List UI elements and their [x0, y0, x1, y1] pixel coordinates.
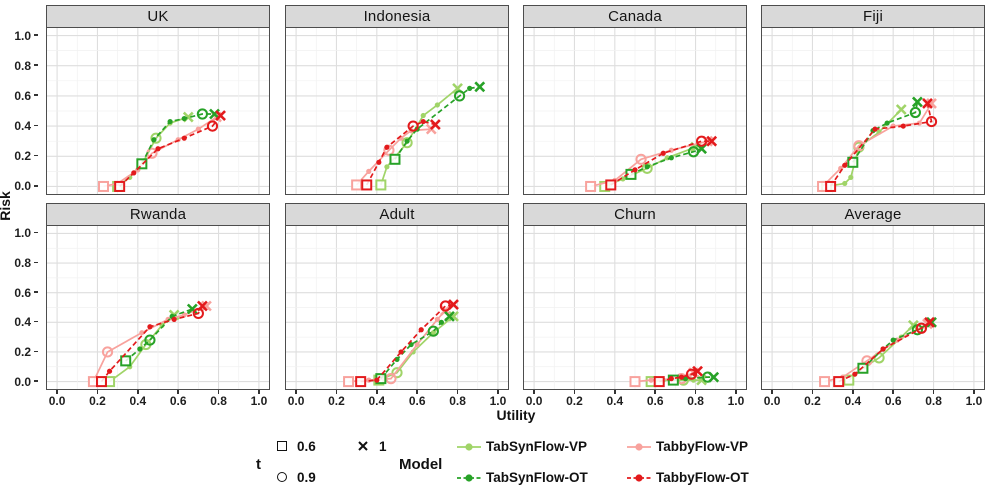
x-tick-label: 0.0	[757, 390, 787, 408]
x-tick-label: 0.8	[681, 390, 711, 408]
x-tick-label: 0.2	[797, 390, 827, 408]
facet-strip-fiji: Fiji	[761, 5, 985, 28]
y-tick-label: 0.2	[4, 345, 38, 359]
x-tick-label: 0.0	[281, 390, 311, 408]
facet-plot-average	[762, 226, 984, 389]
legend-line-dot-icon	[627, 443, 651, 451]
y-tick-label: 0.8	[4, 256, 38, 270]
facet-strip-indonesia: Indonesia	[285, 5, 509, 28]
x-tick-label: 0.4	[600, 390, 630, 408]
facet-plot-fiji	[762, 28, 984, 194]
facet-strip-uk: UK	[46, 5, 270, 28]
y-tick-label: 0.2	[4, 149, 38, 163]
x-tick-label: 1.0	[244, 390, 274, 408]
legend-line-dot-icon	[457, 443, 481, 451]
legend-model-item-label: TabSynFlow-VP	[486, 439, 588, 454]
legend-model-item-label: TabSynFlow-OT	[486, 470, 588, 485]
facet-plot-indonesia	[286, 28, 508, 194]
x-tick-label: 0.6	[878, 390, 908, 408]
y-tick-label: 0.4	[4, 315, 38, 329]
legend-cross-marker-icon	[358, 441, 368, 451]
x-tick-label: 0.0	[42, 390, 72, 408]
facet-plot-rwanda	[47, 226, 269, 389]
x-tick-label: 0.2	[559, 390, 589, 408]
x-tick-label: 1.0	[721, 390, 751, 408]
x-tick-label: 0.6	[163, 390, 193, 408]
facet-panel-average	[761, 225, 985, 390]
facet-strip-canada: Canada	[523, 5, 747, 28]
x-tick-label: 1.0	[959, 390, 989, 408]
facet-panel-adult	[285, 225, 509, 390]
legend-t-item-label: 0.6	[297, 439, 316, 454]
x-axis-title: Utility	[496, 407, 536, 423]
y-tick-label: 0.0	[4, 375, 38, 389]
facet-strip-average: Average	[761, 203, 985, 226]
facet-strip-adult: Adult	[285, 203, 509, 226]
legend-line-dot-icon	[627, 474, 651, 482]
y-tick-label: 1.0	[4, 29, 38, 43]
x-tick-label: 0.8	[443, 390, 473, 408]
facet-plot-canada	[524, 28, 746, 194]
y-tick-label: 0.8	[4, 59, 38, 73]
x-tick-label: 0.4	[123, 390, 153, 408]
facet-plot-uk	[47, 28, 269, 194]
legend-circle-marker-icon	[277, 472, 287, 482]
x-tick-label: 0.6	[640, 390, 670, 408]
facet-panel-fiji	[761, 27, 985, 195]
facet-strip-churn: Churn	[523, 203, 747, 226]
x-tick-label: 0.8	[919, 390, 949, 408]
legend-line-dot-icon	[457, 474, 481, 482]
facet-panel-rwanda	[46, 225, 270, 390]
legend-t-title: t	[256, 456, 261, 473]
y-tick-label: 0.0	[4, 179, 38, 193]
legend-model-item-label: TabbyFlow-VP	[656, 439, 749, 454]
x-tick-label: 0.2	[321, 390, 351, 408]
x-tick-label: 0.0	[519, 390, 549, 408]
facet-panel-canada	[523, 27, 747, 195]
x-tick-label: 1.0	[483, 390, 513, 408]
x-tick-label: 0.8	[204, 390, 234, 408]
y-tick-label: 0.6	[4, 286, 38, 300]
x-tick-label: 0.4	[362, 390, 392, 408]
facet-strip-rwanda: Rwanda	[46, 203, 270, 226]
facet-panel-uk	[46, 27, 270, 195]
legend-t-item-label: 1	[379, 439, 387, 454]
y-tick-label: 0.4	[4, 119, 38, 133]
x-tick-label: 0.2	[82, 390, 112, 408]
y-tick-label: 1.0	[4, 226, 38, 240]
x-tick-label: 0.6	[402, 390, 432, 408]
y-tick-label: 0.6	[4, 89, 38, 103]
facet-panel-churn	[523, 225, 747, 390]
facet-plot-churn	[524, 226, 746, 389]
legend-model-title: Model	[399, 456, 443, 473]
x-tick-label: 0.4	[838, 390, 868, 408]
legend-model-item-label: TabbyFlow-OT	[656, 470, 749, 485]
facet-panel-indonesia	[285, 27, 509, 195]
legend-t-item-label: 0.9	[297, 470, 316, 485]
legend-square-marker-icon	[277, 441, 287, 451]
facet-plot-adult	[286, 226, 508, 389]
